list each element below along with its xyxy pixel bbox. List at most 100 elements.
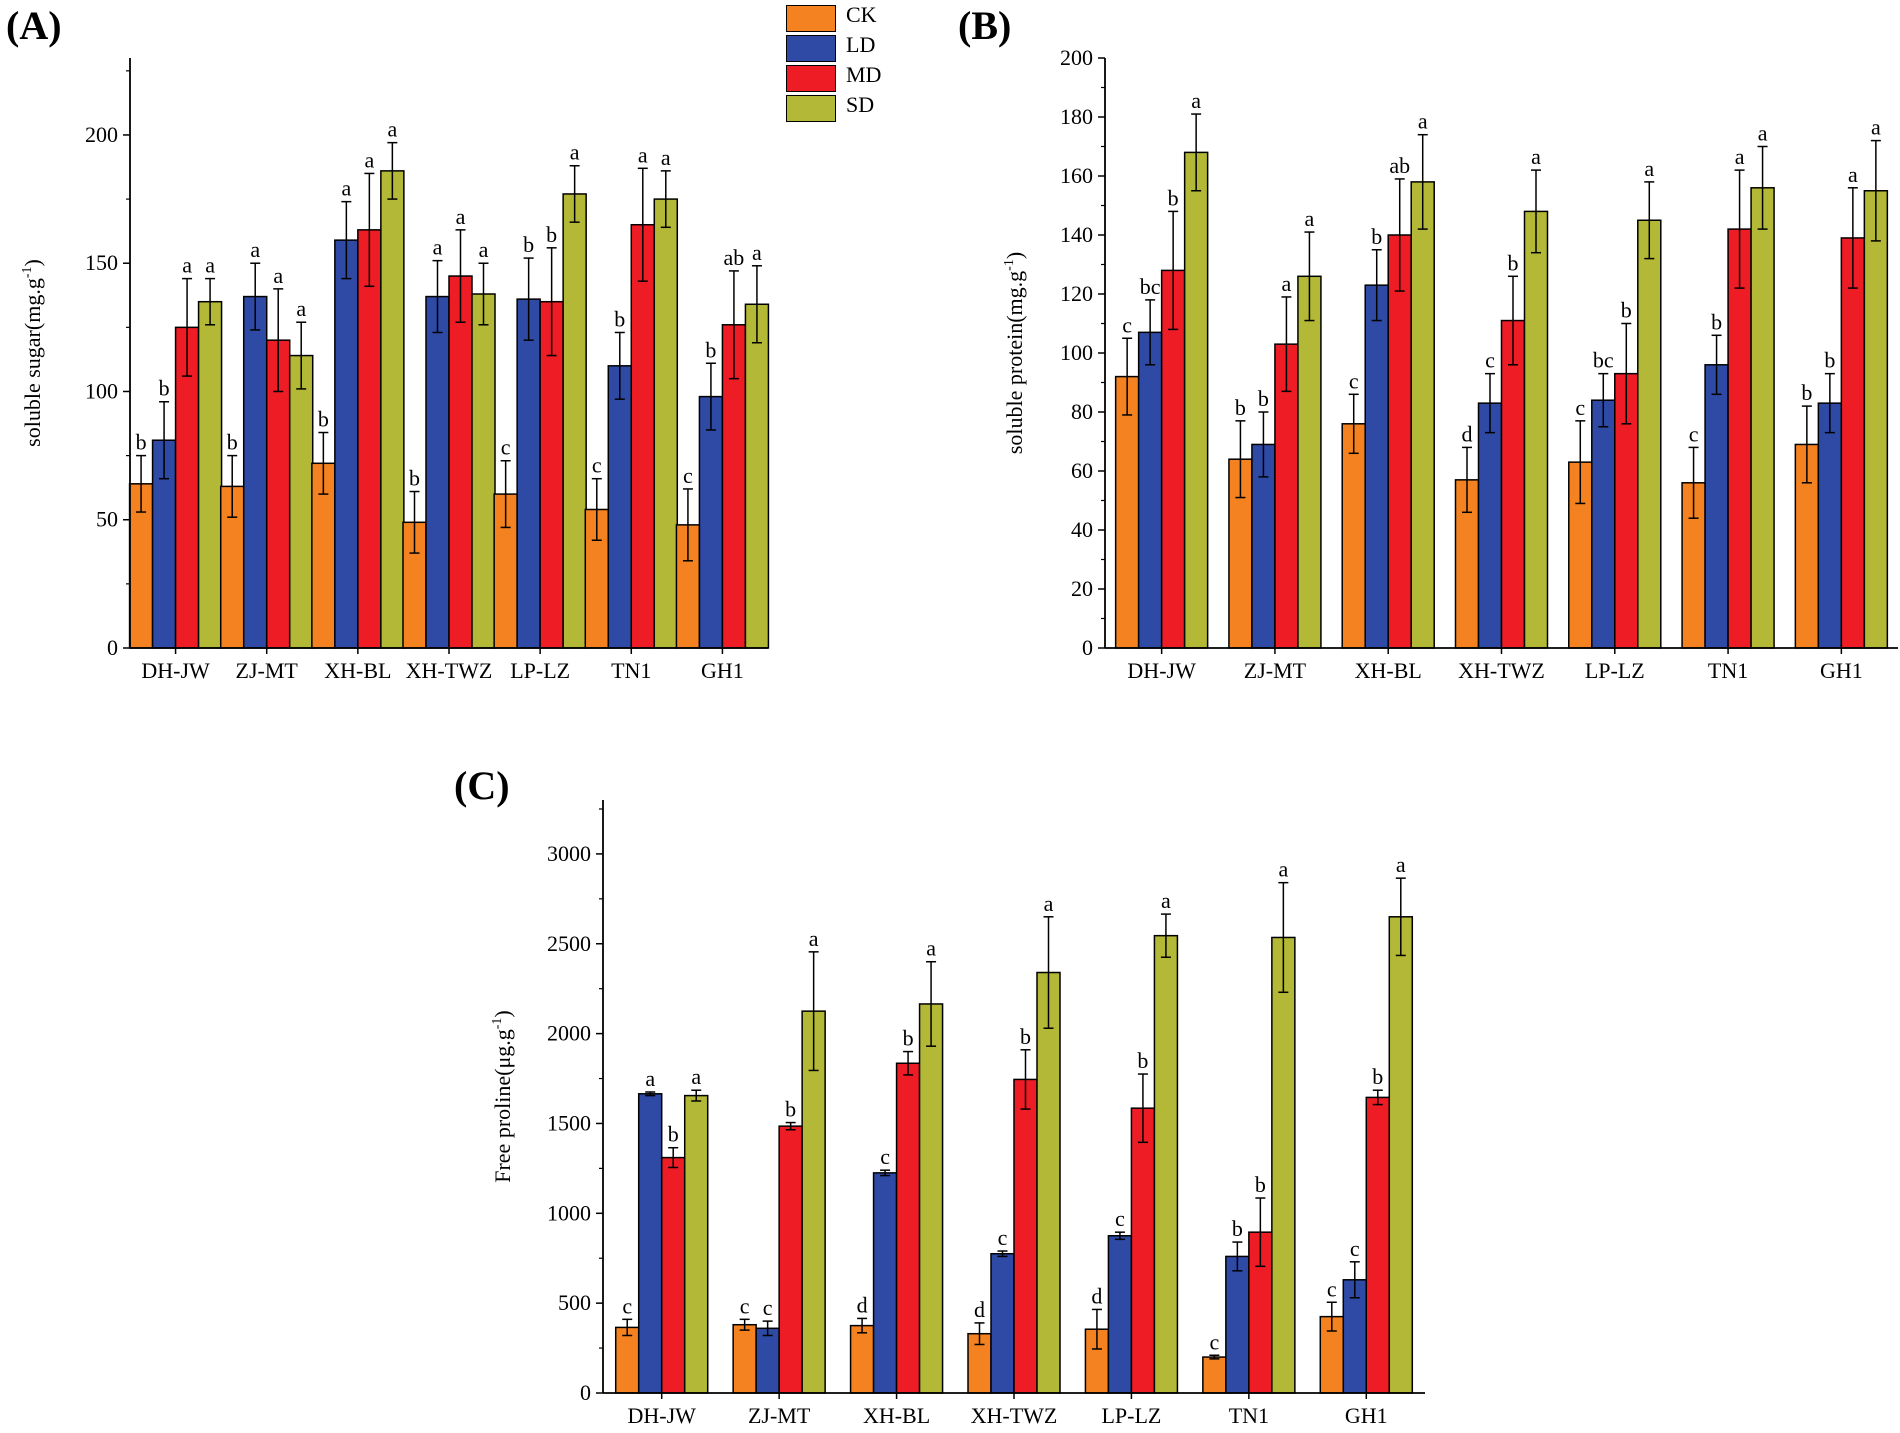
bar-ld-gh1 bbox=[698, 395, 724, 649]
bar-sd-dh-jw bbox=[1183, 151, 1209, 649]
significance-letter-ld-zj-mt: b bbox=[1258, 386, 1269, 411]
bar-ld-dh-jw bbox=[1137, 331, 1163, 649]
bar-ld-xh-twz bbox=[990, 1252, 1015, 1394]
significance-letter-ck-zj-mt: b bbox=[1235, 395, 1246, 420]
significance-letter-ld-lp-lz: c bbox=[1115, 1206, 1125, 1231]
bar-md-lp-lz bbox=[1130, 1107, 1156, 1394]
significance-letter-md-zj-mt: a bbox=[1282, 271, 1292, 296]
x-tick-label-gh1: GH1 bbox=[1345, 1403, 1388, 1428]
significance-letter-md-xh-twz: b bbox=[1020, 1024, 1031, 1049]
bar-sd-gh1 bbox=[1388, 916, 1414, 1394]
bar-sd-tn1 bbox=[1271, 936, 1296, 1394]
significance-letter-md-tn1: a bbox=[1735, 144, 1745, 169]
bar-md-dh-jw bbox=[660, 1156, 686, 1394]
significance-letter-md-lp-lz: b bbox=[1137, 1048, 1148, 1073]
bar-md-tn1 bbox=[630, 223, 656, 649]
y-tick-label: 0 bbox=[580, 1380, 591, 1405]
bar-md-xh-bl bbox=[895, 1062, 921, 1394]
significance-letter-sd-lp-lz: a bbox=[1161, 888, 1171, 913]
significance-letter-ld-xh-twz: a bbox=[433, 235, 443, 260]
significance-letter-md-lp-lz: b bbox=[546, 222, 557, 247]
significance-letter-sd-xh-bl: a bbox=[926, 936, 936, 961]
bar-ck-dh-jw bbox=[614, 1326, 640, 1394]
bar-sd-lp-lz bbox=[562, 193, 587, 649]
bar-md-xh-bl bbox=[357, 229, 382, 649]
significance-letter-sd-gh1: a bbox=[1871, 115, 1881, 140]
legend-label-ck: CK bbox=[846, 2, 877, 27]
panel-b-label: (B) bbox=[958, 3, 1012, 48]
legend-label-ld: LD bbox=[846, 32, 876, 57]
bar-sd-xh-bl bbox=[918, 1003, 944, 1394]
significance-letter-ck-zj-mt: b bbox=[227, 430, 238, 455]
panel-c: (C) c a b a DH-JW c c b a ZJ-MT d c b a XH-BL d c b a XH-TW… bbox=[440, 760, 1440, 1428]
x-tick-label-lp-lz: LP-LZ bbox=[510, 658, 570, 683]
x-tick-label-gh1: GH1 bbox=[1820, 658, 1863, 683]
y-axis-label: soluble protein(mg.g-1) bbox=[1002, 252, 1027, 454]
x-tick-label-tn1: TN1 bbox=[1708, 658, 1748, 683]
significance-letter-ck-xh-twz: b bbox=[409, 466, 420, 491]
legend-swatch-ld bbox=[786, 35, 836, 62]
bar-sd-xh-twz bbox=[1036, 971, 1061, 1394]
y-tick-label: 3000 bbox=[547, 841, 591, 866]
bar-ld-xh-twz bbox=[1477, 402, 1503, 649]
significance-letter-ck-xh-bl: d bbox=[857, 1292, 868, 1317]
bar-sd-zj-mt bbox=[288, 354, 314, 649]
y-tick-label: 200 bbox=[85, 122, 118, 147]
bar-sd-xh-twz bbox=[471, 293, 496, 649]
x-tick-label-xh-bl: XH-BL bbox=[1355, 658, 1422, 683]
x-tick-label-xh-bl: XH-BL bbox=[863, 1403, 930, 1428]
y-tick-label: 120 bbox=[1060, 281, 1093, 306]
significance-letter-ck-dh-jw: c bbox=[1122, 312, 1132, 337]
significance-letter-md-gh1: ab bbox=[724, 245, 745, 270]
significance-letter-md-tn1: b bbox=[1255, 1172, 1266, 1197]
significance-letter-md-dh-jw: b bbox=[668, 1122, 679, 1147]
significance-letter-ld-xh-twz: c bbox=[1485, 348, 1495, 373]
bar-md-tn1 bbox=[1727, 228, 1752, 649]
significance-letter-sd-xh-twz: a bbox=[1531, 144, 1541, 169]
significance-letter-ck-lp-lz: c bbox=[501, 435, 511, 460]
significance-letter-sd-tn1: a bbox=[661, 145, 671, 170]
y-axis-label: soluble sugar(mg.g-1) bbox=[20, 259, 45, 447]
bar-ck-zj-mt bbox=[732, 1323, 757, 1394]
y-tick-label: 500 bbox=[558, 1290, 591, 1315]
significance-letter-md-dh-jw: b bbox=[1168, 185, 1179, 210]
panel-a: (A) b b a a DH-JW b a a a ZJ-MT b a a a XH-BL b a a a XH-TW… bbox=[0, 0, 790, 700]
x-tick-label-dh-jw: DH-JW bbox=[1127, 658, 1196, 683]
significance-letter-ck-dh-jw: c bbox=[622, 1293, 632, 1318]
legend-label-md: MD bbox=[846, 62, 882, 87]
x-tick-label-xh-twz: XH-TWZ bbox=[406, 658, 493, 683]
bar-ck-dh-jw bbox=[1114, 375, 1140, 649]
x-tick-label-tn1: TN1 bbox=[611, 658, 651, 683]
significance-letter-ld-lp-lz: bc bbox=[1593, 348, 1614, 373]
bar-sd-zj-mt bbox=[1297, 275, 1322, 649]
x-tick-label-zj-mt: ZJ-MT bbox=[748, 1403, 811, 1428]
x-tick-label-xh-twz: XH-TWZ bbox=[1458, 658, 1545, 683]
significance-letter-md-gh1: b bbox=[1372, 1064, 1383, 1089]
significance-letter-md-dh-jw: a bbox=[182, 253, 192, 278]
significance-letter-sd-zj-mt: a bbox=[809, 926, 819, 951]
bar-ld-tn1 bbox=[1704, 364, 1729, 649]
significance-letter-md-zj-mt: a bbox=[273, 263, 283, 288]
significance-letter-sd-xh-bl: a bbox=[1418, 109, 1428, 134]
x-tick-label-xh-twz: XH-TWZ bbox=[971, 1403, 1058, 1428]
significance-letter-sd-xh-twz: a bbox=[1044, 891, 1054, 916]
x-tick-label-lp-lz: LP-LZ bbox=[1101, 1403, 1161, 1428]
bar-md-xh-twz bbox=[1013, 1078, 1038, 1394]
significance-letter-sd-tn1: a bbox=[1758, 121, 1768, 146]
bar-sd-gh1 bbox=[1863, 190, 1889, 649]
bar-sd-tn1 bbox=[1750, 187, 1775, 649]
bar-sd-xh-bl bbox=[1410, 181, 1435, 649]
significance-letter-ld-tn1: b bbox=[614, 306, 625, 331]
significance-letter-ld-tn1: b bbox=[1232, 1216, 1243, 1241]
bar-ld-gh1 bbox=[1817, 402, 1843, 649]
bar-ck-xh-bl bbox=[1341, 423, 1366, 649]
bar-md-zj-mt bbox=[778, 1125, 803, 1394]
y-tick-label: 100 bbox=[85, 378, 118, 403]
significance-letter-ck-gh1: c bbox=[683, 463, 693, 488]
significance-letter-md-xh-twz: a bbox=[456, 204, 466, 229]
significance-letter-md-xh-bl: b bbox=[903, 1026, 914, 1051]
x-tick-label-zj-mt: ZJ-MT bbox=[1244, 658, 1307, 683]
bar-ld-dh-jw bbox=[637, 1093, 663, 1394]
